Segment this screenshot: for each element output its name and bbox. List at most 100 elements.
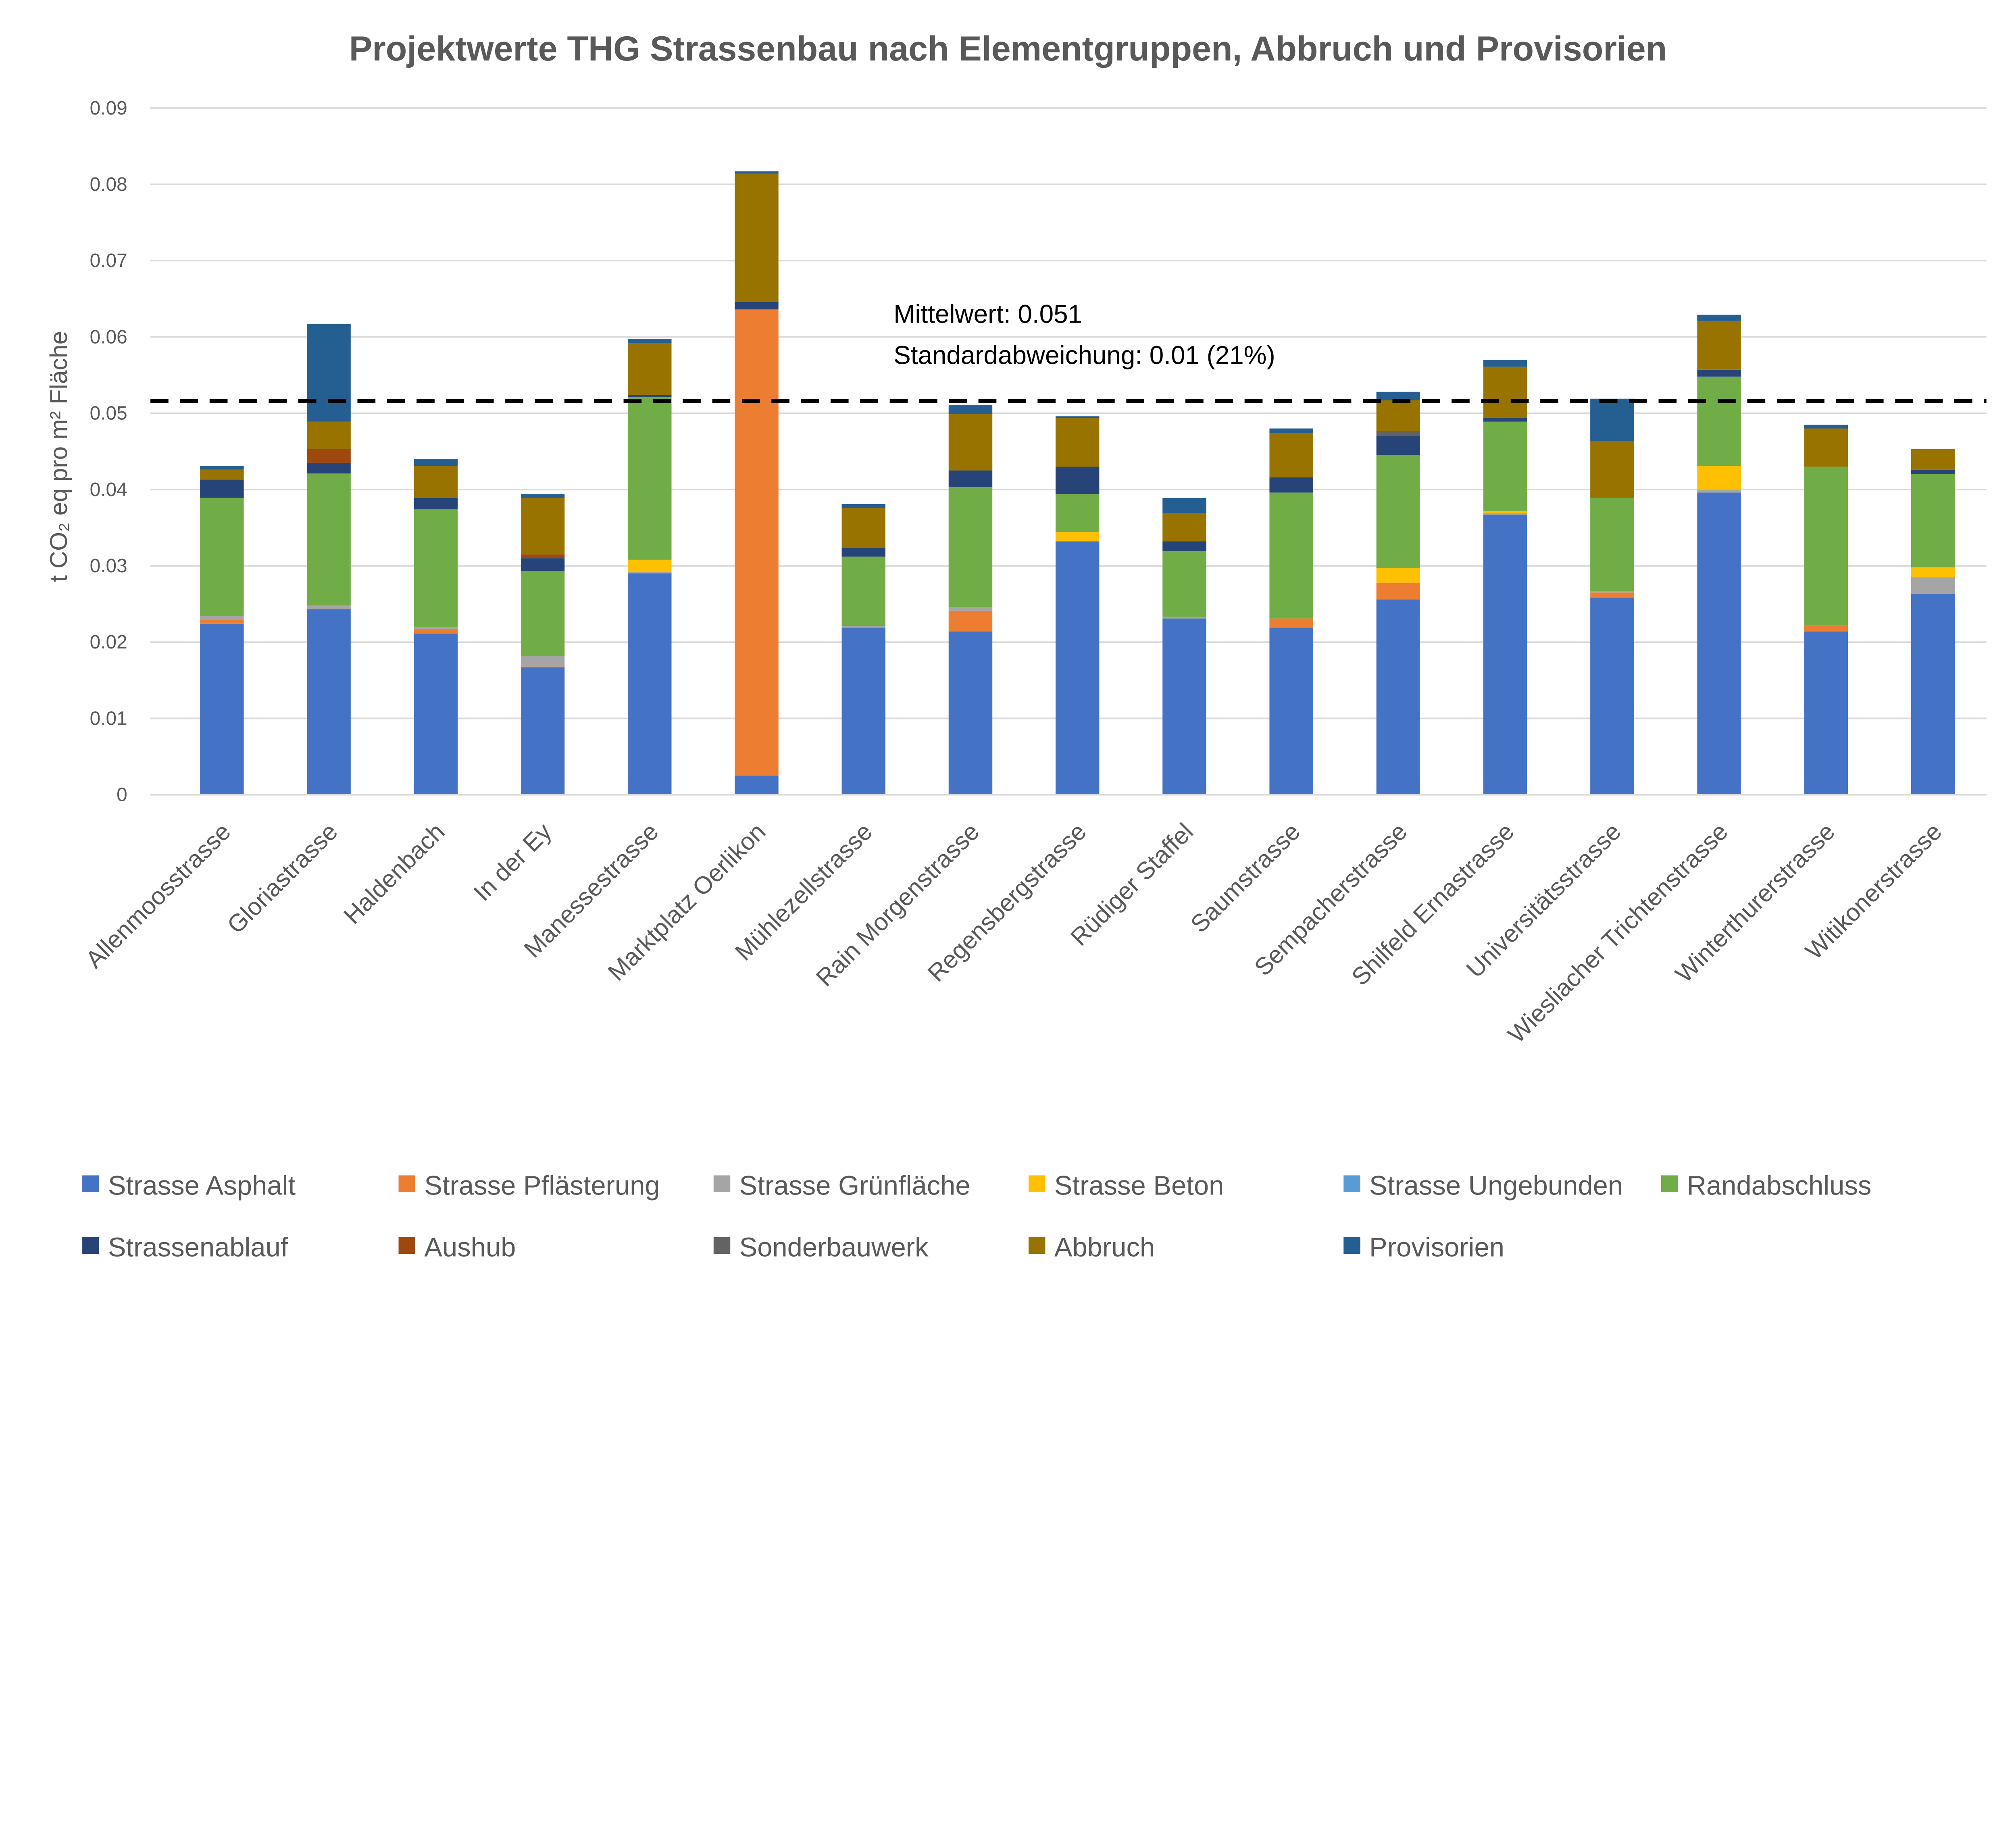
bar-segment-abbruch bbox=[1055, 418, 1100, 467]
y-tick-label: 0.01 bbox=[90, 708, 127, 729]
bar-segment-strasse-pfl-sterung bbox=[1590, 592, 1634, 598]
bar-segment-randabschluss bbox=[521, 571, 565, 656]
legend-swatch bbox=[1029, 1175, 1045, 1192]
bar-segment-strasse-asphalt bbox=[1911, 594, 1955, 795]
bar-segment-aushub bbox=[521, 554, 565, 559]
y-tick-label: 0.09 bbox=[90, 98, 127, 119]
bar-segment-randabschluss bbox=[1055, 494, 1100, 532]
bar-segment-strasse-beton bbox=[1911, 567, 1955, 577]
legend-label: Aushub bbox=[424, 1232, 516, 1262]
bar-segment-randabschluss bbox=[1911, 474, 1955, 567]
bar-segment-provisorien bbox=[1804, 425, 1848, 429]
bar-segment-strasse-asphalt bbox=[1055, 541, 1100, 795]
bar-segment-strasse-gr-nfl-che bbox=[307, 605, 351, 609]
bar-segment-abbruch bbox=[1376, 400, 1420, 431]
y-tick-label: 0.07 bbox=[90, 250, 127, 271]
bar-segment-strasse-asphalt bbox=[841, 627, 885, 795]
bar-segment-provisorien bbox=[1483, 360, 1527, 367]
bar-segment-abbruch bbox=[948, 414, 993, 471]
x-tick-label: Saumstrasse bbox=[1185, 817, 1305, 938]
legend-label: Strasse Grünfläche bbox=[739, 1170, 971, 1201]
bar-segment-strassenablauf bbox=[1269, 477, 1313, 493]
bar-segment-strasse-beton bbox=[628, 559, 672, 572]
legend-label: Provisorien bbox=[1369, 1232, 1504, 1262]
y-tick-label: 0.08 bbox=[90, 174, 127, 195]
bar-segment-provisorien bbox=[307, 324, 351, 422]
bar-segment-strasse-asphalt bbox=[948, 631, 993, 795]
bar-segment-abbruch bbox=[1162, 513, 1206, 542]
bar-segment-randabschluss bbox=[200, 498, 244, 616]
annotation-stddev: Standardabweichung: 0.01 (21%) bbox=[893, 340, 1275, 369]
bar-segment-strassenablauf bbox=[1055, 467, 1100, 494]
bar-segment-strasse-beton bbox=[1697, 466, 1741, 490]
bar-segment-randabschluss bbox=[1590, 498, 1634, 591]
bar-segment-strasse-gr-nfl-che bbox=[1162, 617, 1206, 619]
bar-segment-strasse-asphalt bbox=[1162, 618, 1206, 795]
bar-segment-provisorien bbox=[1162, 498, 1206, 513]
bar-segment-sonderbauwerk bbox=[1376, 431, 1420, 436]
bar-segment-strasse-gr-nfl-che bbox=[1697, 489, 1741, 493]
bar-segment-strassenablauf bbox=[1697, 369, 1741, 377]
bar-segment-strasse-asphalt bbox=[1697, 492, 1741, 795]
bar-segment-strasse-beton bbox=[1483, 511, 1527, 513]
bar-segment-strassenablauf bbox=[1376, 436, 1420, 455]
bar-segment-abbruch bbox=[307, 421, 351, 449]
bar-segment-strassenablauf bbox=[414, 498, 458, 510]
bar-segment-strasse-gr-nfl-che bbox=[200, 616, 244, 620]
bar-segment-provisorien bbox=[948, 404, 993, 414]
x-tick-label: In der Ey bbox=[468, 817, 557, 906]
bar-segment-strasse-gr-nfl-che bbox=[1483, 513, 1527, 515]
x-tick-label: Haldenbach bbox=[338, 817, 450, 929]
bar-segment-abbruch bbox=[735, 173, 779, 302]
bar-segment-strassenablauf bbox=[1483, 418, 1527, 422]
bar-segment-abbruch bbox=[200, 469, 244, 480]
bar-segment-strasse-gr-nfl-che bbox=[628, 572, 672, 573]
bar-segment-provisorien bbox=[735, 171, 779, 174]
bar-segment-strassenablauf bbox=[841, 547, 885, 557]
bar-segment-strasse-gr-nfl-che bbox=[841, 626, 885, 628]
bar-segment-provisorien bbox=[200, 466, 244, 470]
bar-segment-strasse-asphalt bbox=[307, 609, 351, 795]
legend-label: Randabschluss bbox=[1687, 1170, 1872, 1201]
bar-segment-abbruch bbox=[841, 508, 885, 548]
bar-segment-strasse-pfl-sterung bbox=[1376, 582, 1420, 600]
bar-segment-abbruch bbox=[521, 498, 565, 555]
bar-segment-randabschluss bbox=[948, 487, 993, 607]
bar-segment-strasse-asphalt bbox=[628, 573, 672, 795]
bar-segment-strasse-gr-nfl-che bbox=[948, 607, 993, 611]
bar-segment-strasse-asphalt bbox=[1483, 515, 1527, 795]
bar-segment-strasse-beton bbox=[1376, 568, 1420, 583]
legend-swatch bbox=[713, 1175, 731, 1192]
legend-swatch bbox=[398, 1237, 415, 1254]
bar-segment-strassenablauf bbox=[200, 479, 244, 498]
bar-segment-strasse-asphalt bbox=[1590, 598, 1634, 795]
bar-segment-provisorien bbox=[628, 339, 672, 343]
bar-segment-strasse-pfl-sterung bbox=[735, 309, 779, 776]
bar-segment-strasse-asphalt bbox=[200, 623, 244, 795]
bar-segment-abbruch bbox=[1269, 433, 1313, 477]
bar-segment-strasse-pfl-sterung bbox=[200, 620, 244, 624]
bar-segment-strasse-asphalt bbox=[1269, 627, 1313, 795]
bar-segment-provisorien bbox=[841, 504, 885, 508]
bar-segment-abbruch bbox=[1697, 321, 1741, 370]
bar-segment-strasse-asphalt bbox=[414, 634, 458, 795]
bar-segment-randabschluss bbox=[1269, 492, 1313, 619]
bar-segment-strasse-gr-nfl-che bbox=[521, 656, 565, 667]
bar-segment-randabschluss bbox=[307, 473, 351, 606]
legend-swatch bbox=[1343, 1237, 1360, 1254]
stacked-bar-chart: Projektwerte THG Strassenbau nach Elemen… bbox=[45, 29, 1987, 1262]
bar-segment-strasse-pfl-sterung bbox=[414, 629, 458, 634]
bar-segment-randabschluss bbox=[628, 397, 672, 560]
bar-segment-strassenablauf bbox=[1911, 469, 1955, 475]
x-tick-label: Wiesliacher Trichtenstrasse bbox=[1502, 817, 1733, 1048]
bar-segment-strasse-asphalt bbox=[521, 667, 565, 795]
legend-swatch bbox=[82, 1175, 99, 1192]
bar-segment-strasse-beton bbox=[1055, 532, 1100, 542]
bar-segment-randabschluss bbox=[1162, 551, 1206, 617]
y-tick-label: 0.05 bbox=[90, 403, 127, 424]
annotation-mean: Mittelwert: 0.051 bbox=[893, 299, 1082, 328]
y-tick-label: 0.06 bbox=[90, 326, 127, 348]
y-tick-label: 0.02 bbox=[90, 632, 127, 653]
legend-swatch bbox=[1661, 1175, 1678, 1192]
